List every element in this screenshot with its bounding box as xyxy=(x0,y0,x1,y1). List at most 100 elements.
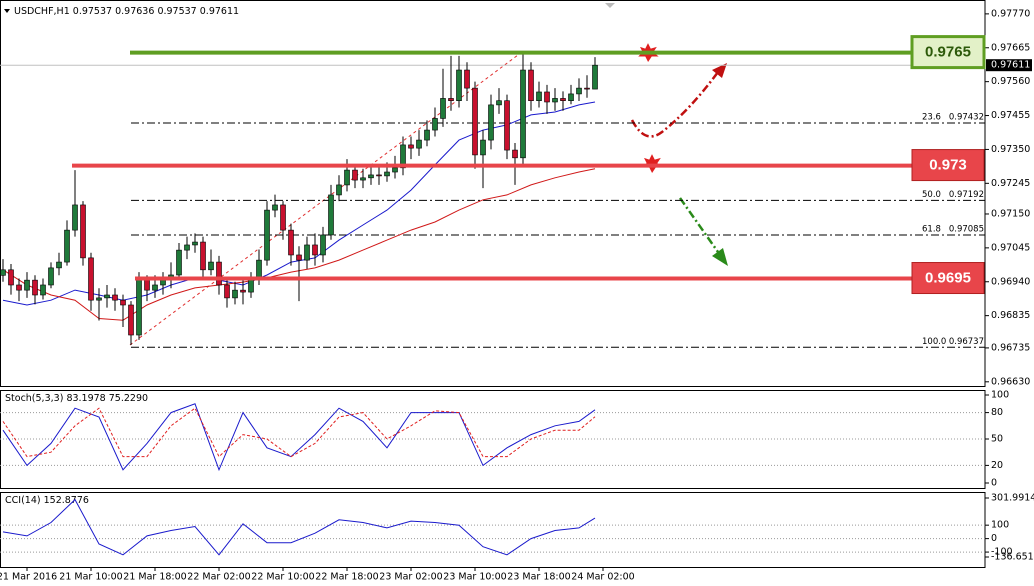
candle-body xyxy=(88,257,94,301)
stoch-header: Stoch(5,3,3) 83.1978 75.2290 xyxy=(5,393,148,404)
down-arrow xyxy=(678,197,720,253)
level-label: 0.973 xyxy=(929,157,967,174)
candle-body xyxy=(224,284,230,299)
cci-panel-frame xyxy=(0,492,986,568)
up-arrow-head xyxy=(712,63,727,78)
fib-price-label: 0.96737 xyxy=(949,337,984,347)
candle-body xyxy=(128,304,134,336)
x-tick-label: 23 Mar 02:00 xyxy=(379,572,442,583)
y-tick-label: 100 xyxy=(991,520,1009,531)
candle-body xyxy=(360,177,366,181)
candle-body xyxy=(32,279,38,296)
level-label: 0.9765 xyxy=(925,44,971,61)
candle-body xyxy=(64,229,70,263)
fib-level-label: 61.8 xyxy=(922,224,941,234)
candle-body xyxy=(200,241,206,271)
header-open: 0.97537 xyxy=(73,6,112,17)
y-tick-label: 0.97150 xyxy=(991,208,1030,219)
y-tick-label: 0.96835 xyxy=(991,310,1030,321)
candle-body xyxy=(592,64,598,90)
indicator-line xyxy=(2,407,596,458)
candle-body xyxy=(536,91,542,101)
x-tick-label: 23 Mar 18:00 xyxy=(507,572,570,583)
candle-body xyxy=(448,98,454,101)
up-arrow xyxy=(630,71,720,138)
candle-body xyxy=(208,261,214,271)
candle-body xyxy=(480,139,486,156)
y-tick-label: 0.97560 xyxy=(991,76,1030,87)
y-tick-label: 0.97045 xyxy=(991,242,1030,253)
x-tick-label: 21 Mar 2016 xyxy=(0,572,57,583)
shift-marker xyxy=(605,3,615,8)
candle-body xyxy=(496,100,502,106)
candle-body xyxy=(576,87,582,95)
cci-value: 152.8776 xyxy=(44,495,89,506)
candle-body xyxy=(304,244,310,261)
y-tick-label: 50 xyxy=(991,434,1003,445)
candle-body xyxy=(472,87,478,156)
indicator-line xyxy=(2,403,596,472)
candle-body xyxy=(80,204,86,259)
candle-body xyxy=(568,93,574,101)
stoch-main-value: 83.1978 xyxy=(66,393,105,404)
cci-title: CCI(14) xyxy=(5,495,41,506)
candle-body xyxy=(296,254,302,261)
candle-body xyxy=(552,98,558,103)
y-tick-label: 301.9914 xyxy=(991,493,1034,504)
candle-body xyxy=(512,149,518,159)
y-tick-label: 0.97245 xyxy=(991,178,1030,189)
candle-body xyxy=(504,100,510,151)
candle-body xyxy=(288,229,294,256)
candle-body xyxy=(320,234,326,256)
y-tick-label: 0.96630 xyxy=(991,376,1030,387)
x-tick-label: 22 Mar 18:00 xyxy=(315,572,378,583)
y-tick-label: 0.97455 xyxy=(991,110,1030,121)
stoch-title: Stoch(5,3,3) xyxy=(5,393,63,404)
fib-price-label: 0.97192 xyxy=(949,190,984,200)
level-box xyxy=(911,149,985,182)
down-arrow-head xyxy=(712,248,728,266)
x-tick-label: 21 Mar 10:00 xyxy=(59,572,122,583)
candle-body xyxy=(440,98,446,119)
candle-body xyxy=(544,91,550,103)
y-tick-label: 80 xyxy=(991,407,1003,418)
candle-body xyxy=(312,244,318,256)
candle-body xyxy=(136,279,142,336)
candle-body xyxy=(232,289,238,299)
level-label: 0.9695 xyxy=(925,269,971,286)
candle-body xyxy=(48,267,54,286)
fib-level-label: 23.6 xyxy=(922,112,941,122)
candle-body xyxy=(8,269,14,286)
fib-level-label: 100.0 xyxy=(922,337,946,347)
y-tick-label: 0.97665 xyxy=(991,42,1030,53)
candle-body xyxy=(104,294,110,299)
y-tick-label: 100 xyxy=(991,390,1009,401)
last-price-label: 0.97611 xyxy=(991,60,1030,71)
candle-body xyxy=(192,241,198,246)
candle-body xyxy=(520,69,526,159)
indicator-line xyxy=(2,498,596,556)
stoch-signal-value: 75.2290 xyxy=(109,393,148,404)
candle-body xyxy=(216,261,222,286)
candle-body xyxy=(376,174,382,177)
cci-header: CCI(14) 152.8776 xyxy=(5,495,89,506)
candle-body xyxy=(408,144,414,149)
header-marker xyxy=(4,9,10,13)
fib-level-label: 50.0 xyxy=(922,190,941,200)
candle-body xyxy=(528,69,534,101)
candle-body xyxy=(16,284,22,291)
candle-body xyxy=(584,87,590,90)
x-tick-label: 22 Mar 10:00 xyxy=(251,572,314,583)
candle-body xyxy=(160,279,166,286)
candle-body xyxy=(368,174,374,179)
x-tick-label: 21 Mar 18:00 xyxy=(123,572,186,583)
candle-body xyxy=(120,299,126,306)
y-tick-label: -100 xyxy=(991,547,1013,558)
candle-body xyxy=(0,269,6,276)
symbol: USDCHF,H1 xyxy=(14,6,70,17)
header-high: 0.97636 xyxy=(115,6,154,17)
candle-body xyxy=(248,279,254,293)
chart-header: USDCHF,H1 0.97537 0.97636 0.97537 0.9761… xyxy=(14,6,239,17)
